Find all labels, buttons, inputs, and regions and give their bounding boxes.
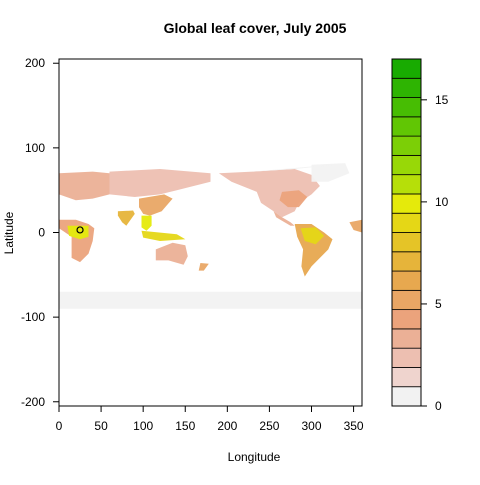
legend-swatch bbox=[391, 347, 422, 368]
region-amazon bbox=[300, 227, 325, 245]
y-tick-label: -200 bbox=[21, 395, 45, 409]
legend-swatch bbox=[391, 270, 422, 291]
legend-swatch bbox=[391, 174, 422, 195]
x-axis-label: Longitude bbox=[228, 450, 281, 464]
legend-swatch bbox=[391, 193, 422, 214]
legend-tick-label: 0 bbox=[435, 399, 442, 413]
x-tick-label: 150 bbox=[175, 419, 195, 433]
legend-swatch bbox=[391, 212, 422, 233]
legend-swatch bbox=[391, 232, 422, 253]
region-europe bbox=[59, 171, 110, 201]
x-tick-label: 0 bbox=[56, 419, 63, 433]
location-marker bbox=[76, 226, 84, 234]
legend-swatch bbox=[391, 289, 422, 311]
region-australia bbox=[155, 242, 188, 265]
y-tick-label: 200 bbox=[25, 56, 45, 70]
legend-swatch bbox=[391, 251, 422, 272]
region-southeast-asia bbox=[141, 215, 152, 231]
region-russia bbox=[109, 169, 211, 197]
region-africa-west-edge bbox=[349, 219, 362, 233]
region-new-zealand bbox=[198, 263, 209, 271]
region-east-asia bbox=[139, 194, 173, 216]
region-indonesia bbox=[141, 230, 186, 241]
legend-swatch bbox=[391, 135, 422, 156]
legend-swatch bbox=[391, 367, 422, 388]
region-arctic-lands bbox=[227, 164, 337, 174]
x-tick-label: 300 bbox=[301, 419, 321, 433]
region-antarctica bbox=[59, 291, 362, 309]
legend-swatch bbox=[391, 386, 422, 407]
legend-swatch bbox=[391, 309, 422, 330]
region-central-america bbox=[273, 211, 295, 226]
legend-swatch bbox=[391, 77, 422, 98]
y-axis: -200 -100 0 100 200 bbox=[21, 56, 60, 409]
legend-swatch bbox=[391, 154, 422, 176]
y-axis-label: Latitude bbox=[2, 211, 16, 254]
legend-swatch bbox=[391, 97, 422, 118]
region-eastern-north-america bbox=[279, 190, 308, 208]
legend-swatch bbox=[391, 58, 422, 79]
chart-title: Global leaf cover, July 2005 bbox=[163, 20, 347, 36]
y-tick-label: 0 bbox=[38, 226, 45, 240]
region-greenland bbox=[311, 163, 350, 182]
region-india bbox=[117, 210, 135, 226]
x-tick-label: 250 bbox=[259, 419, 279, 433]
y-tick-label: 100 bbox=[25, 141, 45, 155]
legend-tick-label: 10 bbox=[435, 195, 449, 209]
x-tick-label: 200 bbox=[217, 419, 237, 433]
region-north-america bbox=[218, 169, 320, 218]
x-tick-label: 100 bbox=[133, 419, 153, 433]
legend-tick-label: 5 bbox=[435, 297, 442, 311]
legend-swatch bbox=[391, 116, 422, 137]
marker-layer bbox=[76, 226, 84, 234]
map-layer bbox=[59, 163, 362, 309]
legend-frame bbox=[391, 58, 422, 407]
color-legend: 0 5 10 15 bbox=[391, 58, 449, 413]
x-axis: 0 50 100 150 200 250 300 350 bbox=[56, 405, 364, 433]
x-tick-label: 350 bbox=[344, 419, 364, 433]
y-tick-label: -100 bbox=[21, 310, 45, 324]
legend-tick-label: 15 bbox=[435, 93, 449, 107]
x-tick-label: 50 bbox=[94, 419, 108, 433]
legend-swatch bbox=[391, 328, 422, 349]
